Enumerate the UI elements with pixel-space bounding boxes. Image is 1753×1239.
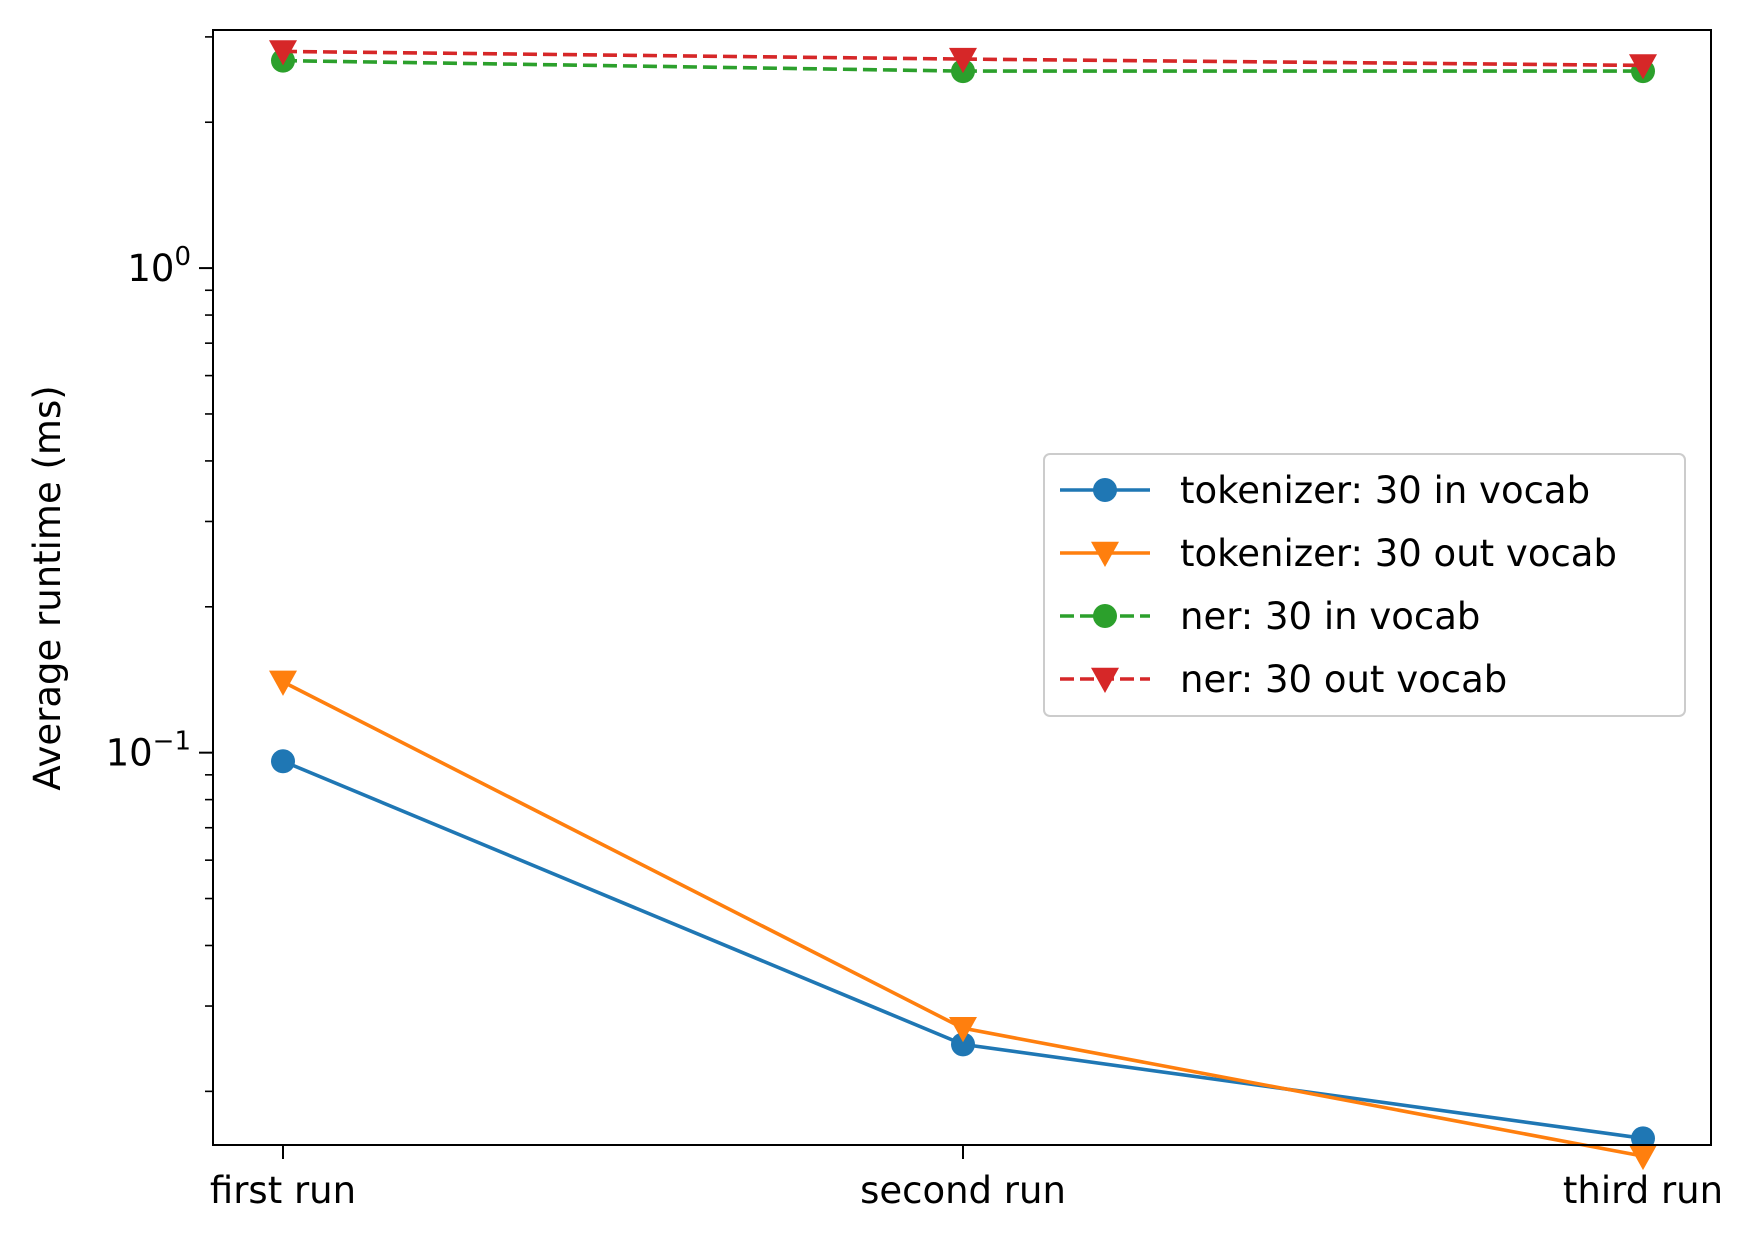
series <box>269 40 1657 80</box>
marker-circle <box>1093 604 1117 628</box>
legend-box <box>1043 453 1686 717</box>
y-tick-label: 10−1 <box>106 727 191 775</box>
y-tick-exponent: 0 <box>174 242 191 272</box>
y-tick-base: 10 <box>106 732 153 775</box>
marker-circle <box>1093 478 1117 502</box>
marker-circle <box>951 1032 975 1057</box>
y-tick-base: 10 <box>127 247 174 290</box>
y-minor-ticks <box>205 36 213 1093</box>
x-tick-label: second run <box>860 1169 1066 1212</box>
marker-triangle-down <box>1091 667 1119 693</box>
x-ticks: first run second run third run <box>210 1145 1723 1212</box>
legend-label: tokenizer: 30 out vocab <box>1180 532 1617 575</box>
marker-triangle-down <box>949 1017 977 1043</box>
y-tick-exponent: −1 <box>153 727 191 757</box>
legend-item: tokenizer: 30 in vocab <box>1060 469 1590 512</box>
legend: tokenizer: 30 in vocab tokenizer: 30 out … <box>1043 453 1686 717</box>
series <box>269 670 1657 1171</box>
marker-triangle-down <box>269 670 297 696</box>
marker-triangle-down <box>1629 1144 1657 1171</box>
marker-triangle-down <box>1091 541 1119 567</box>
x-tick-label: first run <box>210 1169 356 1212</box>
x-tick-label: third run <box>1563 1169 1723 1212</box>
marker-circle <box>271 749 295 774</box>
legend-label: tokenizer: 30 in vocab <box>1180 469 1590 512</box>
legend-label: ner: 30 out vocab <box>1180 658 1507 701</box>
plot-frame <box>212 29 1712 1146</box>
legend-item: ner: 30 in vocab <box>1060 595 1480 638</box>
y-tick-label: 100 <box>127 242 191 290</box>
legend-label: ner: 30 in vocab <box>1180 595 1480 638</box>
marker-triangle-down <box>949 47 977 74</box>
legend-item: tokenizer: 30 out vocab <box>1060 532 1617 575</box>
legend-item: ner: 30 out vocab <box>1060 658 1507 701</box>
series <box>271 749 1655 1151</box>
y-axis-label: Average runtime (ms) <box>26 385 69 790</box>
marker-triangle-down <box>1629 54 1657 80</box>
series-layer <box>269 40 1657 1171</box>
marker-triangle-down <box>269 40 297 66</box>
